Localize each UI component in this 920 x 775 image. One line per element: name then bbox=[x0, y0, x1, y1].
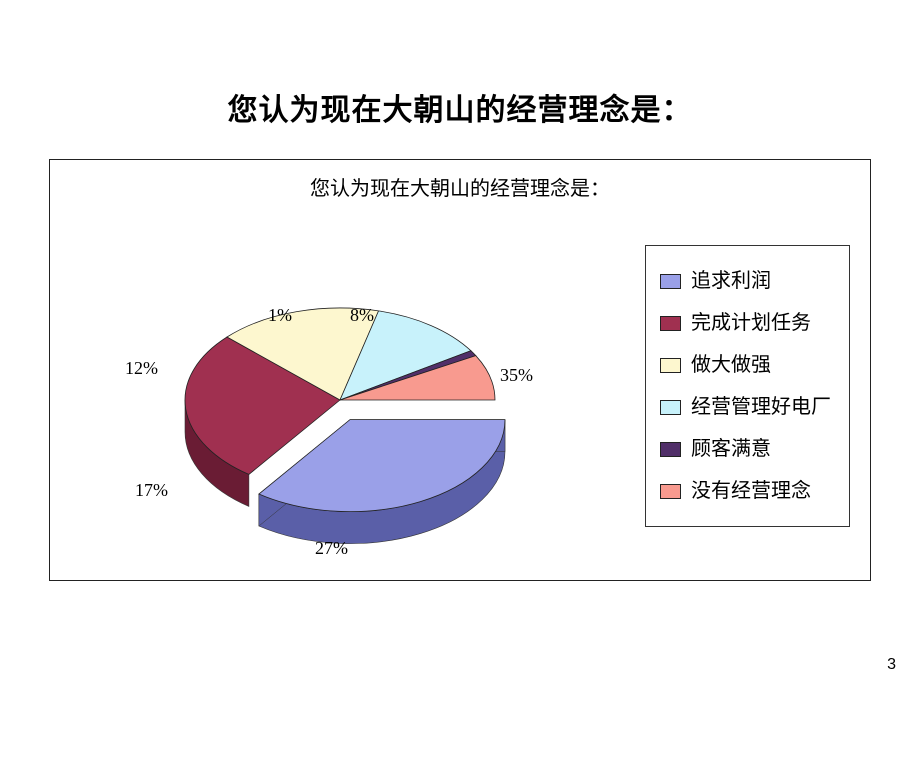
legend-swatch bbox=[660, 484, 681, 499]
pie-label: 12% bbox=[125, 358, 158, 379]
legend-label: 没有经营理念 bbox=[691, 470, 811, 512]
legend-label: 追求利润 bbox=[691, 260, 771, 302]
legend-swatch bbox=[660, 442, 681, 457]
legend-label: 做大做强 bbox=[691, 344, 771, 386]
legend-item: 完成计划任务 bbox=[660, 302, 835, 344]
legend-item: 追求利润 bbox=[660, 260, 835, 302]
legend-label: 顾客满意 bbox=[691, 428, 771, 470]
pie-label: 27% bbox=[315, 538, 348, 559]
page-number: 3 bbox=[887, 656, 896, 674]
page-title: 您认为现在大朝山的经营理念是： bbox=[0, 85, 920, 129]
pie-label: 8% bbox=[350, 305, 374, 326]
legend-item: 做大做强 bbox=[660, 344, 835, 386]
legend-item: 没有经营理念 bbox=[660, 470, 835, 512]
pie-label: 35% bbox=[500, 365, 533, 386]
legend-swatch bbox=[660, 400, 681, 415]
legend-label: 完成计划任务 bbox=[691, 302, 811, 344]
pie-label: 17% bbox=[135, 480, 168, 501]
chart-container: 您认为现在大朝山的经营理念是： 35% 27% 17% 12% 1% 8% 追求利润完成计… bbox=[49, 159, 871, 581]
legend: 追求利润完成计划任务做大做强经营管理好电厂顾客满意没有经营理念 bbox=[645, 245, 850, 527]
legend-item: 经营管理好电厂 bbox=[660, 386, 835, 428]
legend-swatch bbox=[660, 274, 681, 289]
pie-chart: 35% 27% 17% 12% 1% 8% bbox=[70, 250, 570, 570]
legend-label: 经营管理好电厂 bbox=[691, 386, 831, 428]
chart-title: 您认为现在大朝山的经营理念是： bbox=[50, 172, 870, 201]
legend-item: 顾客满意 bbox=[660, 428, 835, 470]
legend-swatch bbox=[660, 316, 681, 331]
chart-body: 35% 27% 17% 12% 1% 8% 追求利润完成计划任务做大做强经营管理好电厂顾客… bbox=[50, 210, 870, 570]
pie-label: 1% bbox=[268, 305, 292, 326]
legend-swatch bbox=[660, 358, 681, 373]
